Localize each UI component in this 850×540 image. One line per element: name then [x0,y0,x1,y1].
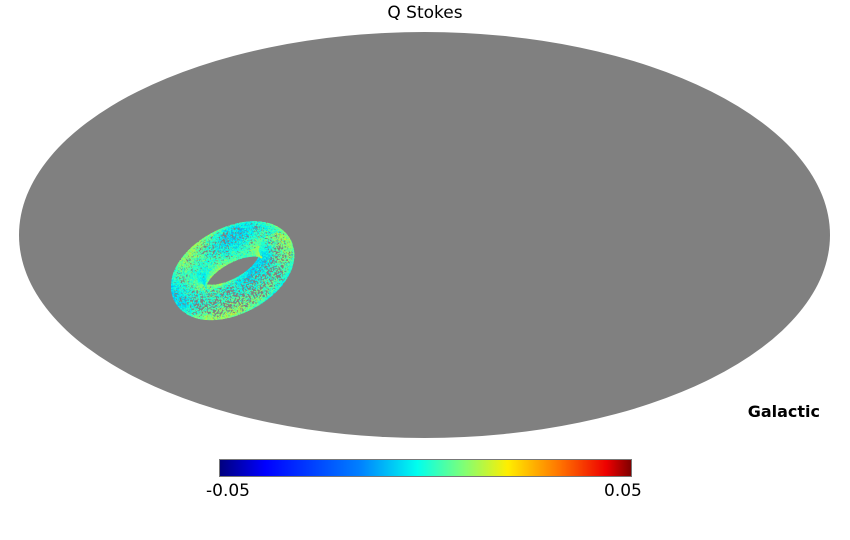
page-title: Q Stokes [387,3,463,23]
colorbar [219,459,632,477]
colorbar-max-label: 0.05 [604,481,642,501]
colorbar-gradient [219,459,632,477]
sky-ellipse-background [19,32,830,438]
coordinate-system-label: Galactic [747,402,820,421]
colorbar-min-label: -0.05 [206,481,250,501]
mollweide-sky-projection [19,32,830,438]
